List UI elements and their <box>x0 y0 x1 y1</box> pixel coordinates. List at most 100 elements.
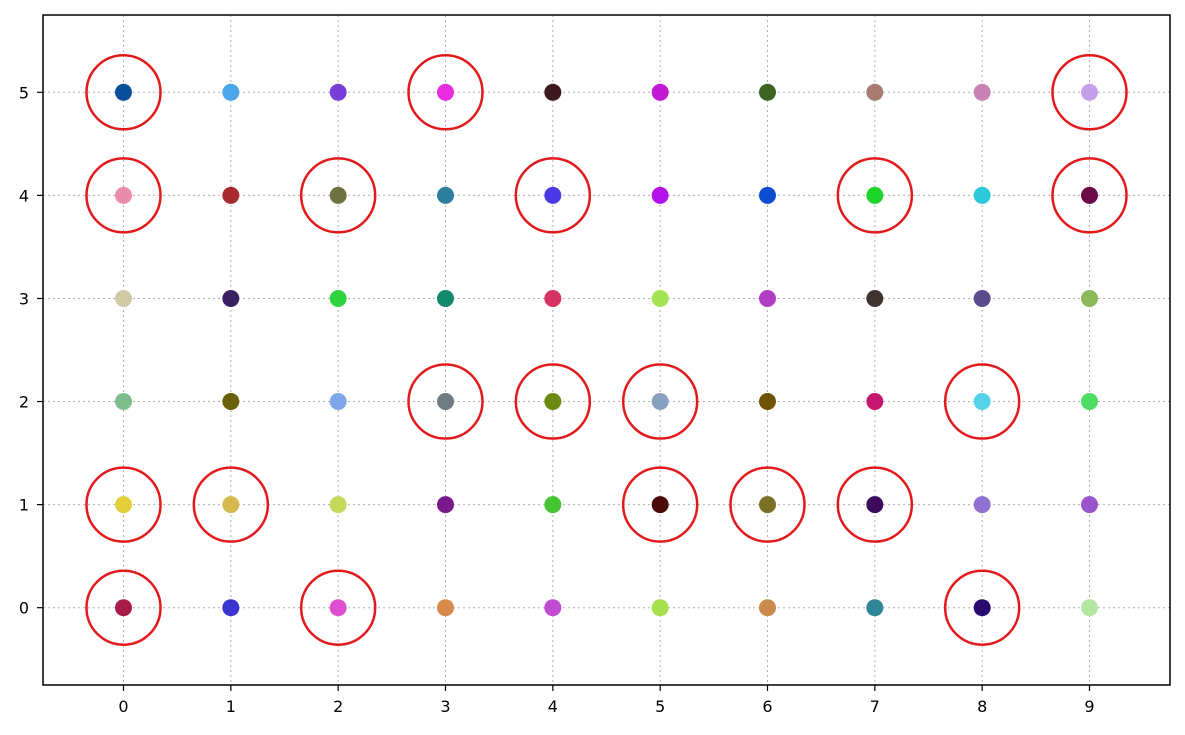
highlight-ring <box>1051 157 1128 234</box>
data-point <box>973 83 991 101</box>
data-point <box>973 599 991 617</box>
data-point <box>115 393 132 411</box>
data-point <box>222 599 240 617</box>
data-point <box>1081 496 1098 514</box>
data-point <box>222 289 240 307</box>
data-point <box>437 496 454 514</box>
highlight-ring <box>621 466 699 543</box>
data-point <box>651 393 669 411</box>
data-point <box>759 289 776 307</box>
highlight-ring <box>943 363 1021 440</box>
highlight-rings <box>85 54 1128 646</box>
data-point <box>973 393 991 411</box>
y-tick-label: 1 <box>19 496 29 515</box>
highlight-ring <box>836 157 914 234</box>
highlight-ring <box>299 569 377 646</box>
data-point <box>759 83 776 101</box>
y-tick-label: 5 <box>19 83 29 102</box>
x-tick-label: 6 <box>762 697 772 716</box>
highlight-ring <box>85 157 162 234</box>
highlight-ring <box>85 54 162 131</box>
data-point <box>329 83 347 101</box>
data-point <box>437 289 454 307</box>
data-point <box>651 186 669 204</box>
highlight-ring <box>621 363 699 440</box>
data-point <box>544 599 562 617</box>
x-tick-label: 8 <box>977 697 987 716</box>
data-point <box>1081 83 1098 101</box>
x-tick-label: 7 <box>870 697 880 716</box>
data-point <box>544 186 562 204</box>
x-tick-label: 5 <box>655 697 665 716</box>
axis-ticks: 0 1 2 3 4 5 6 7 8 9 0 1 2 3 4 5 <box>19 83 1095 716</box>
x-tick-label: 1 <box>226 697 236 716</box>
data-point <box>329 186 347 204</box>
y-tick-label: 0 <box>19 599 29 618</box>
highlight-ring <box>192 466 270 543</box>
data-point <box>329 393 347 411</box>
data-point <box>222 393 240 411</box>
data-point <box>866 496 884 514</box>
y-tick-label: 2 <box>19 393 29 412</box>
data-point <box>1081 289 1098 307</box>
grid <box>43 15 1170 685</box>
data-point <box>437 599 454 617</box>
data-point <box>973 186 991 204</box>
data-point <box>759 599 776 617</box>
highlight-ring <box>407 54 484 131</box>
data-point <box>651 599 669 617</box>
data-point <box>544 393 562 411</box>
data-point <box>1081 393 1098 411</box>
data-point <box>866 393 884 411</box>
y-tick-label: 4 <box>19 186 29 205</box>
highlight-ring <box>85 569 162 646</box>
data-point <box>866 83 884 101</box>
data-point <box>759 186 776 204</box>
data-point <box>329 599 347 617</box>
data-point <box>544 83 562 101</box>
data-point <box>115 83 132 101</box>
data-point <box>115 599 132 617</box>
plot-frame <box>42 14 1171 686</box>
highlight-ring <box>836 466 914 543</box>
data-point <box>222 186 240 204</box>
data-point <box>437 83 454 101</box>
y-tick-label: 3 <box>19 289 29 308</box>
data-point <box>544 496 562 514</box>
highlight-ring <box>85 466 162 543</box>
data-point <box>437 186 454 204</box>
data-point <box>1081 599 1098 617</box>
x-tick-label: 3 <box>440 697 450 716</box>
data-point <box>115 496 132 514</box>
x-tick-label: 2 <box>333 697 343 716</box>
highlight-ring <box>514 363 592 440</box>
data-point <box>222 496 240 514</box>
highlight-ring <box>1051 54 1128 131</box>
data-point <box>544 289 562 307</box>
data-point <box>973 289 991 307</box>
data-point <box>866 289 884 307</box>
data-point <box>866 599 884 617</box>
x-tick-label: 9 <box>1084 697 1094 716</box>
x-tick-label: 4 <box>548 697 558 716</box>
data-point <box>115 289 132 307</box>
data-point <box>437 393 454 411</box>
data-point <box>759 393 776 411</box>
data-point <box>651 83 669 101</box>
data-point <box>115 186 132 204</box>
data-points <box>115 83 1098 617</box>
highlight-ring <box>299 157 377 234</box>
highlight-ring <box>943 569 1021 646</box>
data-point <box>759 496 776 514</box>
data-point <box>651 289 669 307</box>
data-point <box>973 496 991 514</box>
highlight-ring <box>729 466 806 543</box>
highlight-ring <box>514 157 592 234</box>
data-point <box>222 83 240 101</box>
x-tick-label: 0 <box>118 697 128 716</box>
data-point <box>329 496 347 514</box>
data-point <box>866 186 884 204</box>
highlight-ring <box>407 363 484 440</box>
